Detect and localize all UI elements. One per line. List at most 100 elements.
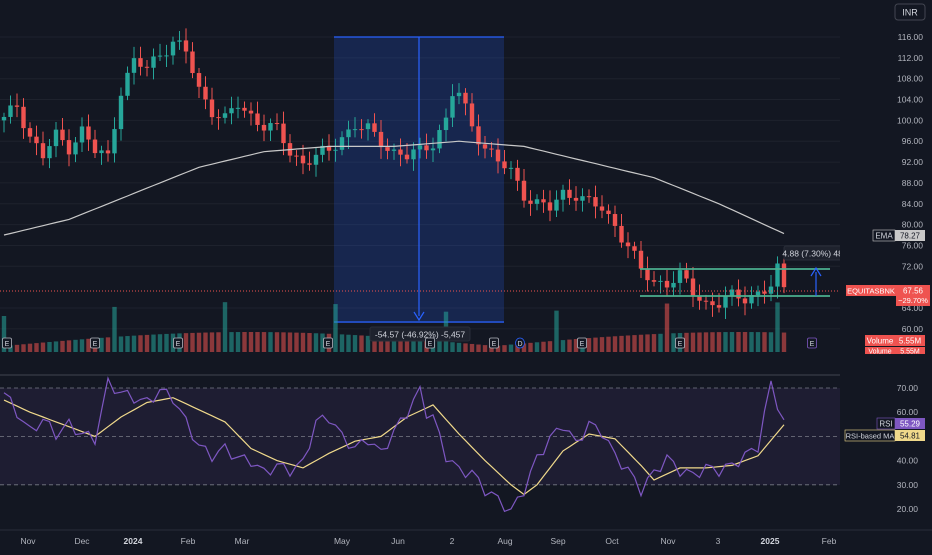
event-marker[interactable] <box>489 337 499 349</box>
measure-tool[interactable] <box>334 36 504 323</box>
time-tick-label: Nov <box>20 536 36 546</box>
candle-body <box>411 149 416 160</box>
candle-body <box>593 197 598 207</box>
volume-bar <box>151 334 156 352</box>
volume-bar <box>755 332 761 352</box>
event-marker[interactable] <box>2 337 12 349</box>
volume-bar <box>463 343 468 352</box>
event-marker[interactable] <box>577 337 587 349</box>
volume-tag-label: Volume <box>867 337 894 346</box>
volume-bar <box>690 332 696 352</box>
volume-tag-value-bg <box>895 335 925 346</box>
volume-bar <box>222 302 228 352</box>
candle-body <box>541 199 546 203</box>
volume-bar <box>294 332 299 352</box>
symbol-tag-price: 67.56 <box>903 287 924 296</box>
candle-body <box>586 196 592 198</box>
volume-bar <box>365 335 371 352</box>
measure-arrow-head <box>413 311 425 322</box>
time-tick-label: May <box>334 536 351 546</box>
rsi-tag-label: RSI <box>879 420 892 429</box>
volume-bar <box>261 332 267 352</box>
candle-body <box>469 103 475 127</box>
time-axis[interactable]: Nov Dec 2024 Feb Mar May Jun 2 Aug Sep Oct Nov 3 2025… <box>20 536 836 546</box>
currency-badge[interactable]: INR <box>894 3 926 21</box>
candle-body <box>60 129 65 141</box>
candle-body <box>151 56 156 68</box>
volume-bar <box>138 335 143 352</box>
rsi-tick-label: 60.00 <box>897 407 919 417</box>
event-marker[interactable] <box>323 337 333 349</box>
candle-body <box>66 140 72 155</box>
event-marker[interactable] <box>425 337 435 349</box>
event-marker[interactable] <box>90 337 100 349</box>
price-tick-label: 100.00 <box>897 115 923 125</box>
candle-body <box>27 128 33 137</box>
candle-body <box>463 92 468 104</box>
candle-body <box>1 116 7 121</box>
volume-bar <box>216 332 221 352</box>
candle-body <box>118 95 124 130</box>
candle-body <box>508 167 514 169</box>
volume-bar <box>209 332 215 352</box>
candle-body <box>729 289 735 297</box>
time-tick-label: Feb <box>822 536 837 546</box>
event-marker-label: E <box>492 341 497 348</box>
candle-body <box>664 280 670 288</box>
candle-body <box>378 131 384 148</box>
price-scale[interactable] <box>840 0 932 530</box>
volume-bar <box>554 310 559 352</box>
volume-bar <box>229 332 234 352</box>
currency-badge-frame[interactable] <box>894 3 926 21</box>
candle-body <box>619 225 624 243</box>
rsi-ma-tag-value-bg <box>895 430 925 441</box>
ema-tag: EMA 78.27 <box>872 229 925 242</box>
event-marker[interactable] <box>675 337 685 349</box>
event-marker[interactable] <box>807 337 817 349</box>
volume-bar <box>586 338 592 352</box>
volume-bar <box>697 332 702 352</box>
candle-body <box>528 200 533 204</box>
candle-body <box>177 40 182 42</box>
volume-bar <box>47 341 52 352</box>
candle-body <box>235 107 241 109</box>
candle-body <box>638 250 644 269</box>
candle-body <box>307 163 312 165</box>
candle-body <box>359 129 364 131</box>
volume-bar <box>599 337 605 352</box>
price-tick-label: 64.00 <box>902 303 924 313</box>
time-tick-label: 3 <box>716 536 721 546</box>
symbol-tag-label-bg <box>846 285 896 296</box>
candle-body <box>320 145 325 155</box>
ema-tag-value-bg <box>895 230 925 241</box>
volume-tag2-label-bg <box>865 347 895 354</box>
volume-bar <box>183 333 189 352</box>
price-tick-label: 108.00 <box>897 74 923 84</box>
volume-bar <box>469 343 475 352</box>
volume-bar <box>612 336 618 352</box>
volume-bar <box>723 332 728 352</box>
event-marker[interactable] <box>515 337 525 349</box>
volume-bar <box>521 343 527 352</box>
candle-body <box>625 242 631 247</box>
time-tick-label: Dec <box>74 536 90 546</box>
candle-body <box>112 129 117 154</box>
ema-tag-value: 78.27 <box>900 232 921 241</box>
candle-body <box>333 149 338 151</box>
candle-body <box>255 113 260 125</box>
candle-body <box>47 146 52 159</box>
event-marker[interactable] <box>173 337 183 349</box>
channel-tool[interactable] <box>640 266 830 297</box>
volume-bar <box>638 334 644 352</box>
volume-bar <box>593 337 598 352</box>
volume-bar <box>1 316 7 352</box>
time-tick-label: Jun <box>391 536 405 546</box>
volume-bar <box>762 332 767 352</box>
volume-bar <box>573 339 579 352</box>
candle-body <box>281 123 286 144</box>
candle-body <box>749 295 754 304</box>
candle-body <box>73 142 78 155</box>
